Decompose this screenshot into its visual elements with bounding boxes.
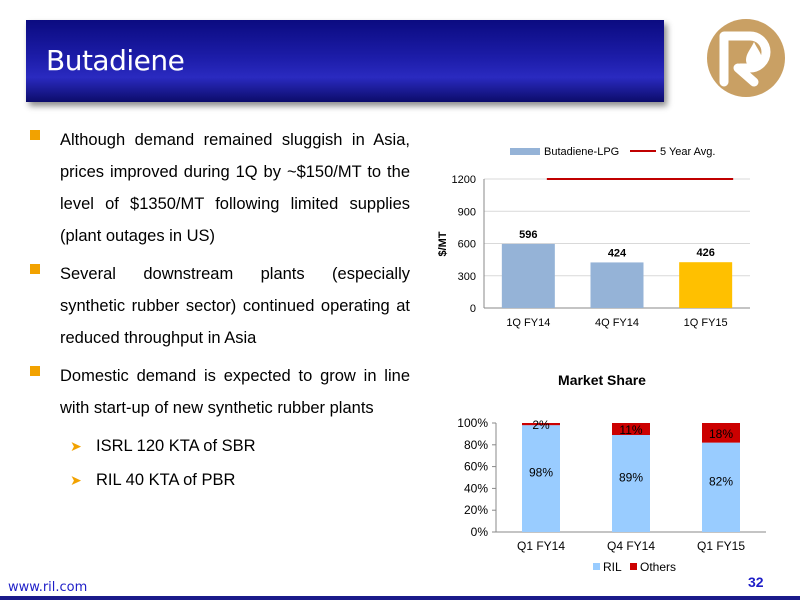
bar-others-q1-fy14 <box>522 423 560 426</box>
legend-label-butadiene-lpg: Butadiene-LPG <box>544 146 619 158</box>
bar-data-label: 596 <box>519 229 537 241</box>
sub-bullet-item: ➤ RIL 40 KTA of PBR <box>30 464 410 496</box>
bar-others-q4-fy14 <box>612 423 650 435</box>
y-tick-label: 40% <box>464 481 488 495</box>
legend-swatch-butadiene-lpg <box>510 148 540 155</box>
ril-share-label: 89% <box>619 470 643 484</box>
bar-4q-fy14 <box>590 262 644 308</box>
y-tick-label: 1200 <box>452 174 476 186</box>
arrow-bullet-icon: ➤ <box>70 472 82 488</box>
bar-data-label: 426 <box>696 247 714 259</box>
y-tick-label: 600 <box>458 239 476 251</box>
market-share-legend: RIL Others <box>593 560 676 574</box>
x-tick-label: Q1 FY14 <box>517 539 565 553</box>
legend-label-5-year-avg: 5 Year Avg. <box>660 146 715 158</box>
others-share-label: 11% <box>619 423 642 437</box>
footer-divider <box>0 596 800 600</box>
sub-bullet-text: RIL 40 KTA of PBR <box>96 471 236 489</box>
bullet-marker <box>30 130 40 140</box>
sub-bullet-text: ISRL 120 KTA of SBR <box>96 437 256 455</box>
bullet-text: Domestic demand is expected to grow in l… <box>60 367 410 417</box>
others-share-label: 2% <box>532 418 550 432</box>
others-share-label: 18% <box>709 427 733 441</box>
legend-label-others: Others <box>640 560 676 574</box>
x-tick-label: Q1 FY15 <box>697 539 745 553</box>
bar-ril-q1-fy14 <box>522 425 560 532</box>
reliance-logo-icon <box>707 19 785 97</box>
y-tick-label: 60% <box>464 460 488 474</box>
bar-ril-q1-fy15 <box>702 442 740 532</box>
bullet-item: Several downstream plants (especially sy… <box>30 258 410 354</box>
x-tick-label: Q4 FY14 <box>607 539 655 553</box>
y-axis-label: $/MT <box>437 231 449 256</box>
bar-others-q1-fy15 <box>702 423 740 443</box>
market-share-chart: Market Share 0% 20% 40% 60% 80% 100% 98% 2% Q1 F… <box>457 372 766 574</box>
y-tick-label: 0% <box>471 525 489 539</box>
y-tick-label: 0 <box>470 303 476 315</box>
bar-data-label: 424 <box>608 247 627 259</box>
footer-url-link[interactable]: www.ril.com <box>8 580 88 595</box>
bullet-marker <box>30 366 40 376</box>
bar-1q-fy14 <box>501 243 555 308</box>
y-tick-label: 300 <box>458 271 476 283</box>
page-number: 32 <box>748 574 764 590</box>
bullet-text: Although demand remained sluggish in Asi… <box>60 131 410 245</box>
y-tick-label: 20% <box>464 503 488 517</box>
bullet-item: Although demand remained sluggish in Asi… <box>30 124 410 252</box>
price-bar-chart: Butadiene-LPG 5 Year Avg. $/MT 0 300 600 90… <box>437 146 750 329</box>
bar-1q-fy15 <box>679 262 733 308</box>
ril-share-label: 98% <box>529 466 553 480</box>
slide-title-bar: Butadiene <box>26 20 664 102</box>
legend-label-ril: RIL <box>603 560 622 574</box>
slide-title: Butadiene <box>46 44 185 77</box>
chart-title: Market Share <box>558 372 646 388</box>
bullet-text: Several downstream plants (especially sy… <box>60 265 410 347</box>
bullet-list: Although demand remained sluggish in Asi… <box>30 124 410 496</box>
arrow-bullet-icon: ➤ <box>70 438 82 454</box>
legend-swatch-ril <box>593 563 600 570</box>
bar-ril-q4-fy14 <box>612 434 650 532</box>
price-chart-legend: Butadiene-LPG 5 Year Avg. <box>510 146 715 158</box>
y-tick-label: 100% <box>457 416 488 430</box>
ril-share-label: 82% <box>709 474 733 488</box>
y-tick-label: 900 <box>458 206 476 218</box>
x-tick-label: 1Q FY15 <box>684 317 728 329</box>
bullet-item: Domestic demand is expected to grow in l… <box>30 360 410 424</box>
x-tick-label: 1Q FY14 <box>506 317 550 329</box>
bullet-marker <box>30 264 40 274</box>
legend-swatch-others <box>630 563 637 570</box>
y-tick-label: 80% <box>464 438 488 452</box>
sub-bullet-item: ➤ ISRL 120 KTA of SBR <box>30 430 410 462</box>
x-tick-label: 4Q FY14 <box>595 317 639 329</box>
